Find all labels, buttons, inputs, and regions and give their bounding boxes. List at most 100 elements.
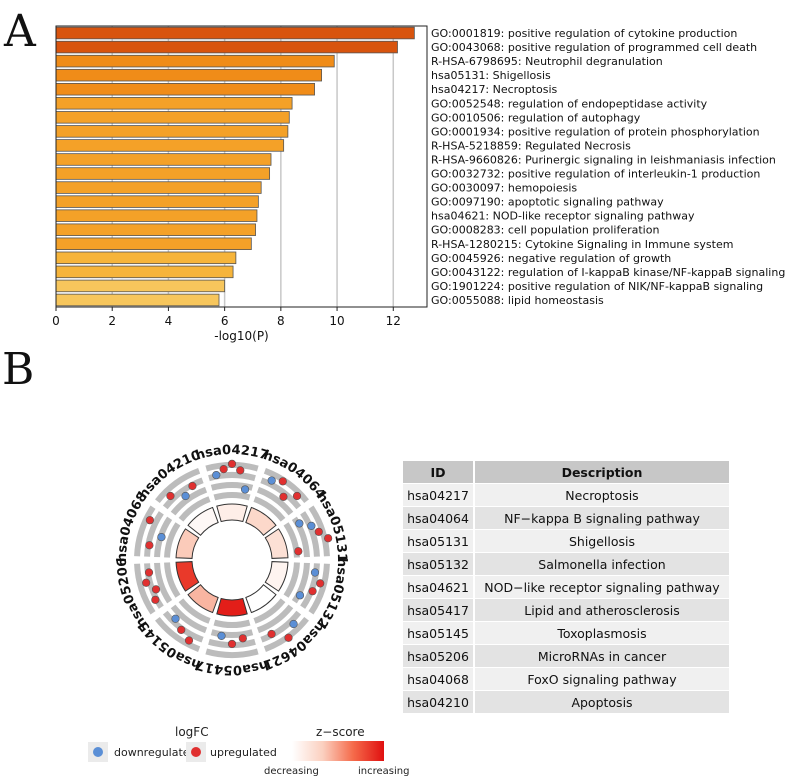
upregulated-point [145,516,154,525]
category-label: hsa05131: Shigellosis [431,69,551,82]
category-label: GO:0097190: apoptotic signaling pathway [431,196,664,209]
legend-up-label: upregulated [210,746,277,759]
logfc-track [256,486,294,516]
row-id: hsa05206 [403,644,475,668]
downregulated-point [295,519,304,528]
upregulated-point [279,492,288,501]
upregulated-point [292,491,302,501]
row-id: hsa04217 [403,483,475,507]
category-label: hsa04217: Necroptosis [431,83,558,96]
row-id: hsa04064 [403,506,475,530]
panel-label-b: B [2,344,35,395]
logfc-track [164,522,181,558]
row-description: Lipid and atherosclerosis [474,598,731,622]
category-label: R-HSA-5218859: Regulated Necrosis [431,139,631,152]
downregulated-point [181,491,190,501]
bar [55,26,415,40]
table-row: hsa04621 NOD−like receptor signaling path… [403,575,731,599]
logfc-track [210,629,254,638]
blue-dot-icon [93,747,103,757]
bar [55,237,252,250]
category-label: GO:0045926: negative regulation of growt… [431,252,671,265]
row-description: Shigellosis [474,529,731,553]
row-description: NOD−like receptor signaling pathway [474,575,731,599]
x-axis-label: -log10(P) [214,329,269,343]
downregulated-point [310,568,320,577]
category-label: GO:0001934: positive regulation of prote… [431,125,760,138]
table-header-id: ID [403,461,475,484]
x-tick-label: 10 [329,314,344,328]
upregulated-point [142,578,151,587]
zscore-segment [245,506,277,536]
table-row: hsa05145 Toxoplasmosis [403,621,731,645]
row-id: hsa04068 [403,667,475,691]
legend-up-key [186,742,206,762]
zscore-gradient-bar [292,741,384,761]
upregulated-point [284,633,293,642]
logfc-track [308,505,330,557]
red-dot-icon [191,747,201,757]
zscore-segment [175,561,200,592]
bar [55,40,398,54]
logfc-track [291,516,310,558]
upregulated-point [177,625,186,634]
logfc-track [134,505,156,557]
zscore-segment [216,597,248,617]
upregulated-point [184,636,194,645]
legend-down-label: downregulated [114,746,197,759]
term-label: hsa04217 [194,443,270,464]
legend-down-key [88,742,108,762]
upregulated-point [227,639,237,649]
logfc-track [178,598,211,624]
table-row: hsa04210 Apoptosis [403,690,731,713]
category-label: hsa04621: NOD-like receptor signaling pa… [431,210,695,223]
logfc-track [253,598,286,624]
category-label: GO:0001819: positive regulation of cytok… [431,27,737,40]
table-row: hsa05417 Lipid and atherosclerosis [403,598,731,622]
category-label: GO:0052548: regulation of endopeptidase … [431,97,708,110]
row-id: hsa05132 [403,552,475,576]
legend-zscore-high: increasing [358,766,410,777]
x-tick-label: 8 [277,314,285,328]
zscore-segment [216,503,248,523]
bar [55,195,259,208]
table-row: hsa05206 MicroRNAs in cancer [403,644,731,668]
table-row: hsa04064 NF−kappa B signaling pathway [403,506,731,530]
logfc-track [134,563,156,615]
category-label: GO:0030097: hemopoiesis [431,182,577,195]
downregulated-point [240,485,250,494]
upregulated-point [278,477,287,486]
bar [55,167,271,180]
upregulated-point [294,547,303,556]
upregulated-point [166,491,175,501]
zscore-segment [175,528,200,559]
x-tick-label: 12 [386,314,401,328]
table-row: hsa04217 Necroptosis [403,483,731,507]
category-label: GO:0055088: lipid homeostasis [431,294,604,307]
bar [55,97,293,110]
pathway-table: ID Description hsa04217 Necroptosis hsa04… [403,461,731,713]
downregulated-point [171,614,180,623]
row-id: hsa04210 [403,690,475,713]
category-label: GO:0010506: regulation of autophagy [431,111,641,124]
upregulated-point [144,568,154,577]
plot-frame [55,25,428,308]
logfc-track [170,486,208,516]
logfc-track [213,492,251,501]
bar [55,279,226,293]
upregulated-point [151,585,161,594]
category-label: R-HSA-9660826: Purinergic signaling in l… [431,153,776,166]
logfc-track [205,648,259,658]
category-label: GO:0043068: positive regulation of progr… [431,41,757,54]
circular-go-plot: hsa04217hsa04064hsa05131hsa05132hsa04621… [115,443,349,677]
logfc-track [291,562,310,604]
term-label-text: hsa04217 [194,443,270,464]
bar [55,209,258,222]
bar [55,68,323,82]
upregulated-point [219,465,228,474]
table-row: hsa05131 Shigellosis [403,529,731,553]
term-label: hsa05417 [194,656,270,677]
zscore-segment [264,528,289,559]
x-tick-label: 2 [108,314,116,328]
zscore-segment [187,506,219,536]
